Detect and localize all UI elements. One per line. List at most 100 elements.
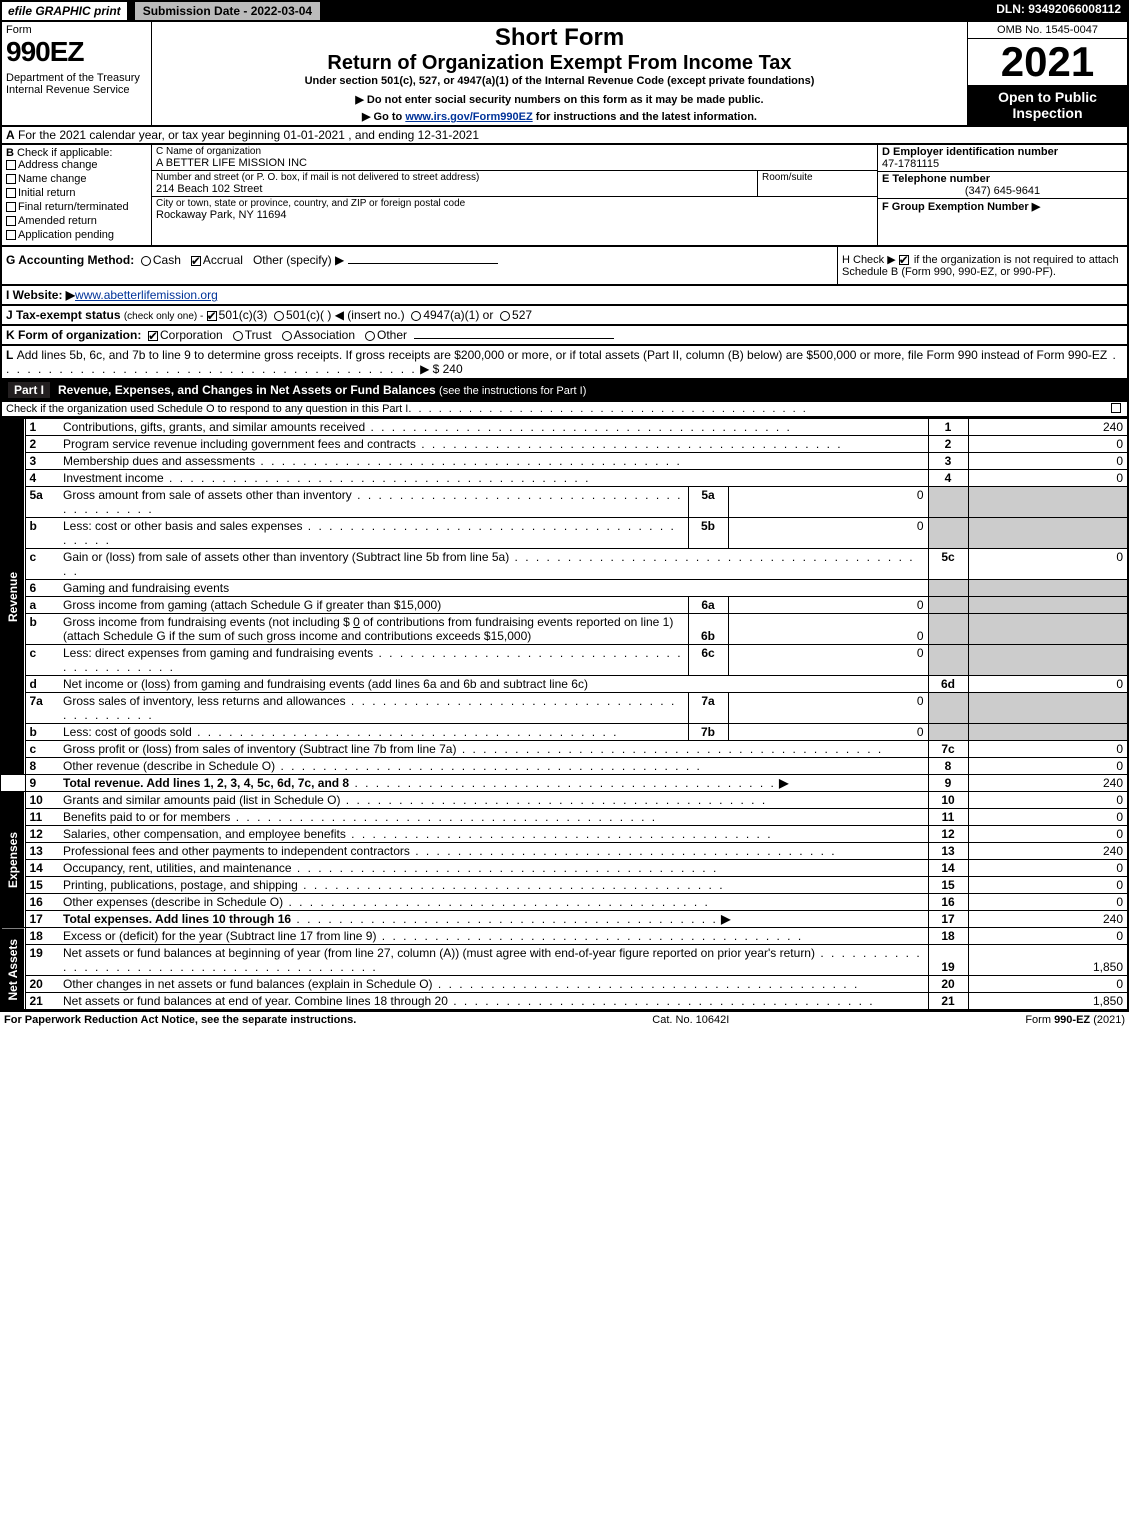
section-b: B Check if applicable: Address change Na… <box>2 145 152 245</box>
ein-label: D Employer identification number <box>882 146 1058 158</box>
paperwork-notice: For Paperwork Reduction Act Notice, see … <box>4 1014 356 1026</box>
line-17-value: 240 <box>968 911 1128 928</box>
amended-return-checkbox[interactable] <box>6 216 16 226</box>
street-label: Number and street (or P. O. box, if mail… <box>156 172 753 183</box>
under-section-text: Under section 501(c), 527, or 4947(a)(1)… <box>156 75 963 87</box>
other-org-input[interactable] <box>414 338 614 339</box>
section-l: L Add lines 5b, 6c, and 7b to line 9 to … <box>0 346 1129 380</box>
corporation-checkbox[interactable] <box>148 331 158 341</box>
line-6b-value: 0 <box>728 614 928 645</box>
org-name-label: C Name of organization <box>156 146 873 157</box>
line-4-value: 0 <box>968 470 1128 487</box>
dln-label: DLN: 93492066008112 <box>988 0 1129 22</box>
501c3-checkbox[interactable] <box>207 311 217 321</box>
form-number: 990EZ <box>6 36 147 68</box>
line-11-value: 0 <box>968 809 1128 826</box>
form-word: Form <box>6 24 147 36</box>
city-label: City or town, state or province, country… <box>156 198 873 209</box>
page-footer: For Paperwork Reduction Act Notice, see … <box>0 1011 1129 1028</box>
accrual-checkbox[interactable] <box>191 256 201 266</box>
header-middle: Short Form Return of Organization Exempt… <box>152 22 967 125</box>
lines-table: Revenue 1 Contributions, gifts, grants, … <box>0 418 1129 1011</box>
ein-value: 47-1781115 <box>882 158 939 170</box>
part-i-checkline: Check if the organization used Schedule … <box>0 402 1129 418</box>
top-bar: efile GRAPHIC print Submission Date - 20… <box>0 0 1129 22</box>
phone-label: E Telephone number <box>882 173 990 185</box>
net-assets-sidelabel: Net Assets <box>1 928 25 1011</box>
final-return-checkbox[interactable] <box>6 202 16 212</box>
line-5c-value: 0 <box>968 549 1128 580</box>
501c-radio[interactable] <box>274 311 284 321</box>
4947-radio[interactable] <box>411 311 421 321</box>
cash-radio[interactable] <box>141 256 151 266</box>
room-label: Room/suite <box>762 172 873 183</box>
initial-return-checkbox[interactable] <box>6 188 16 198</box>
line-8-value: 0 <box>968 758 1128 775</box>
line-13-value: 240 <box>968 843 1128 860</box>
line-6c-value: 0 <box>728 645 928 676</box>
line-7c-value: 0 <box>968 741 1128 758</box>
short-form-title: Short Form <box>156 24 963 52</box>
gross-receipts-amount: ▶ $ 240 <box>420 362 463 376</box>
address-change-checkbox[interactable] <box>6 160 16 170</box>
line-3-value: 0 <box>968 453 1128 470</box>
section-i: I Website: ▶www.abetterlifemission.org <box>0 286 1129 306</box>
line-10-value: 0 <box>968 792 1128 809</box>
line-18-value: 0 <box>968 928 1128 945</box>
association-radio[interactable] <box>282 331 292 341</box>
line-15-value: 0 <box>968 877 1128 894</box>
name-change-checkbox[interactable] <box>6 174 16 184</box>
line-5b-value: 0 <box>728 518 928 549</box>
line-12-value: 0 <box>968 826 1128 843</box>
omb-number: OMB No. 1545-0047 <box>968 22 1127 39</box>
goto-instructions: ▶ Go to www.irs.gov/Form990EZ for instru… <box>156 110 963 123</box>
org-name: A BETTER LIFE MISSION INC <box>156 157 873 169</box>
line-7a-value: 0 <box>728 693 928 724</box>
department-label: Department of the Treasury Internal Reve… <box>6 72 147 96</box>
other-method-input[interactable] <box>348 263 498 264</box>
header-right: OMB No. 1545-0047 2021 Open to Public In… <box>967 22 1127 125</box>
open-to-public: Open to Public Inspection <box>968 85 1127 125</box>
application-pending-checkbox[interactable] <box>6 230 16 240</box>
527-radio[interactable] <box>500 311 510 321</box>
form-header: Form 990EZ Department of the Treasury In… <box>0 22 1129 127</box>
return-title: Return of Organization Exempt From Incom… <box>156 52 963 75</box>
line-9-value: 240 <box>968 775 1128 792</box>
line-7b-value: 0 <box>728 724 928 741</box>
section-k: K Form of organization: Corporation Trus… <box>0 326 1129 346</box>
revenue-sidelabel: Revenue <box>1 419 25 775</box>
section-g: G Accounting Method: Cash Accrual Other … <box>2 247 837 284</box>
expenses-sidelabel: Expenses <box>1 792 25 928</box>
section-b-c-d-e-f: B Check if applicable: Address change Na… <box>0 145 1129 247</box>
form-footer-label: Form 990-EZ (2021) <box>1025 1014 1125 1026</box>
part-i-header: Part I Revenue, Expenses, and Changes in… <box>2 380 1127 400</box>
street-value: 214 Beach 102 Street <box>156 183 753 195</box>
trust-radio[interactable] <box>233 331 243 341</box>
schedule-o-checkbox[interactable] <box>1111 403 1121 413</box>
tax-year: 2021 <box>968 39 1127 85</box>
phone-value: (347) 645-9641 <box>882 185 1123 197</box>
efile-print-label[interactable]: efile GRAPHIC print <box>0 0 129 22</box>
line-6d-value: 0 <box>968 676 1128 693</box>
section-c: C Name of organization A BETTER LIFE MIS… <box>152 145 877 245</box>
section-g-h: G Accounting Method: Cash Accrual Other … <box>0 247 1129 286</box>
submission-date: Submission Date - 2022-03-04 <box>133 0 322 22</box>
other-org-radio[interactable] <box>365 331 375 341</box>
line-21-value: 1,850 <box>968 993 1128 1011</box>
header-left: Form 990EZ Department of the Treasury In… <box>2 22 152 125</box>
website-link[interactable]: www.abetterlifemission.org <box>75 288 218 302</box>
section-j: J Tax-exempt status (check only one) - 5… <box>0 306 1129 326</box>
city-value: Rockaway Park, NY 11694 <box>156 209 873 221</box>
line-16-value: 0 <box>968 894 1128 911</box>
section-d-e-f: D Employer identification number 47-1781… <box>877 145 1127 245</box>
line-5a-value: 0 <box>728 487 928 518</box>
irs-link[interactable]: www.irs.gov/Form990EZ <box>405 111 532 123</box>
schedule-b-checkbox[interactable] <box>899 255 909 265</box>
ssn-warning: ▶ Do not enter social security numbers o… <box>156 93 963 106</box>
line-6a-value: 0 <box>728 597 928 614</box>
section-h: H Check ▶ if the organization is not req… <box>837 247 1127 284</box>
line-14-value: 0 <box>968 860 1128 877</box>
line-19-value: 1,850 <box>968 945 1128 976</box>
line-1-value: 240 <box>968 419 1128 436</box>
line-2-value: 0 <box>968 436 1128 453</box>
